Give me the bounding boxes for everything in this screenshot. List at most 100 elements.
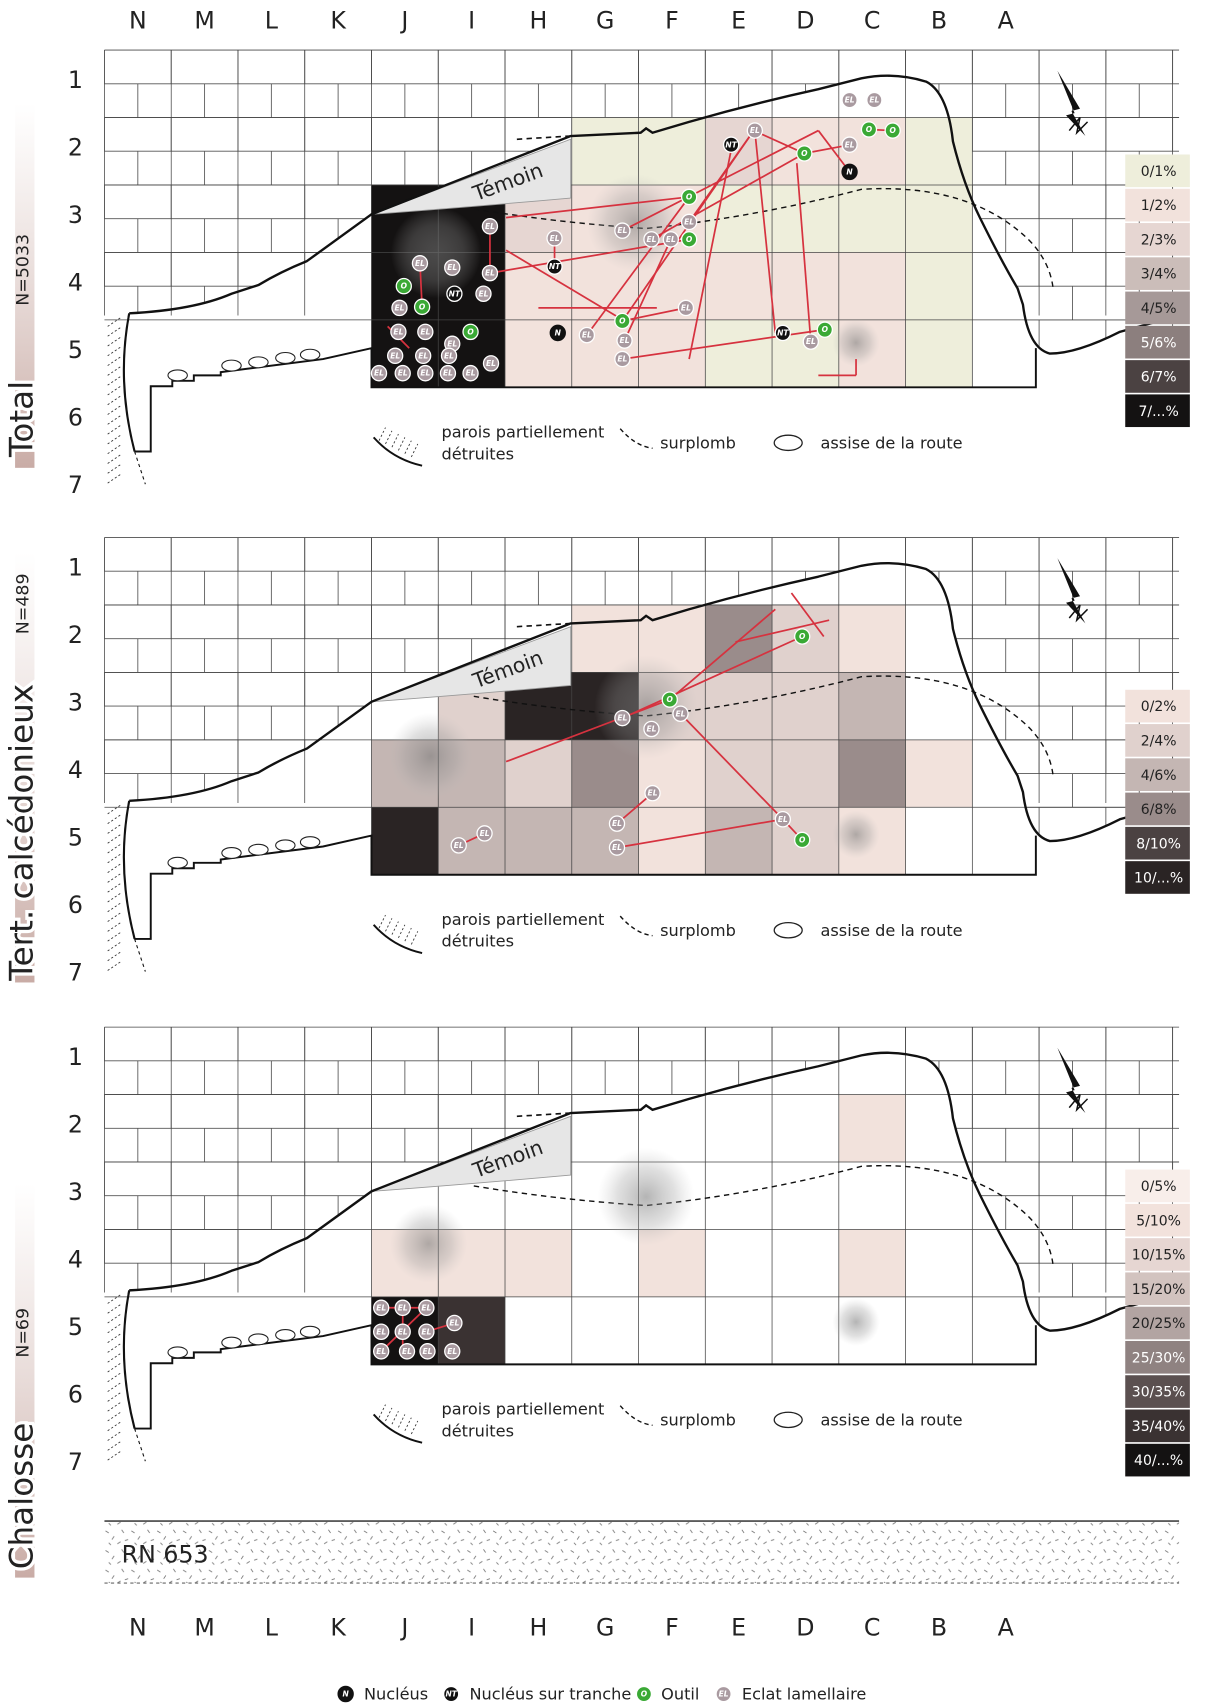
panel-count: N=5033 <box>14 234 34 306</box>
road-stone <box>221 847 242 859</box>
scale-label: 5/10% <box>1136 1213 1181 1229</box>
find-code: EL <box>612 819 622 828</box>
hatch <box>107 834 121 844</box>
find-code: EL <box>750 126 760 135</box>
find-marker <box>414 347 432 365</box>
hatch <box>107 434 121 445</box>
row-label: 2 <box>68 133 83 161</box>
density-cell <box>705 252 773 320</box>
density-cell <box>371 807 439 875</box>
find-marker <box>644 784 661 802</box>
refit-line <box>623 238 672 341</box>
find-marker <box>417 323 434 341</box>
overhang-symbol <box>619 915 653 937</box>
hatch <box>398 924 406 939</box>
refit-line <box>616 818 783 849</box>
hatch <box>107 853 121 864</box>
hatch <box>107 873 121 883</box>
walls-symbol <box>372 1413 423 1444</box>
find-code: NT <box>445 1690 457 1699</box>
road-stone <box>275 351 296 364</box>
panel-title: Total <box>3 381 41 458</box>
hatch <box>107 804 121 815</box>
find-code: O <box>619 316 626 325</box>
find-marker <box>394 1323 411 1340</box>
scale-label: 10/...% <box>1134 871 1183 887</box>
column-label: F <box>665 1613 679 1641</box>
cave-floor <box>134 346 1037 453</box>
legend-label: parois partiellement <box>441 1400 604 1419</box>
find-marker <box>462 323 479 341</box>
find-code: O <box>889 126 896 135</box>
find-code: O <box>641 1690 648 1699</box>
find-code: EL <box>423 1347 433 1356</box>
hatch <box>107 863 121 873</box>
scale-swatch <box>1125 154 1190 188</box>
find-code: N <box>342 1690 349 1699</box>
column-label: M <box>194 6 214 34</box>
find-marker <box>390 323 407 341</box>
refit-line <box>688 144 734 360</box>
find-code: O <box>667 695 674 704</box>
find-marker <box>860 121 878 138</box>
road-stone <box>248 843 269 856</box>
find-marker <box>444 259 461 276</box>
legend-label: parois partiellement <box>441 910 604 929</box>
column-label: N <box>129 1613 147 1641</box>
overhang-line <box>473 675 1054 776</box>
hatch <box>107 327 121 337</box>
find-marker <box>884 122 901 139</box>
legend-label: détruites <box>441 444 513 463</box>
find-marker <box>411 255 429 272</box>
find-marker <box>418 1323 435 1340</box>
legend-label: Nucléus <box>364 1685 428 1704</box>
find-code: EL <box>443 369 453 378</box>
scale-swatch <box>1125 758 1190 791</box>
find-marker <box>746 122 764 139</box>
refit-line <box>790 592 825 638</box>
panel-title: Tert. calcédonieux <box>3 684 41 982</box>
walls-symbol <box>372 436 423 467</box>
find-marker <box>372 1299 390 1317</box>
scale-swatch <box>1125 325 1190 359</box>
cliff-destroyed <box>134 1428 146 1462</box>
hatch <box>107 405 121 415</box>
row-label: 7 <box>68 958 83 986</box>
hatch <box>410 443 419 458</box>
find-marker <box>481 264 499 282</box>
scale-label: 15/20% <box>1132 1282 1186 1298</box>
hatch <box>107 902 121 913</box>
refit-line <box>622 635 803 719</box>
hearth-zone <box>586 174 684 273</box>
find-code: EL <box>376 1327 386 1336</box>
hatch <box>107 1333 121 1343</box>
density-cell <box>905 252 973 320</box>
row-label: 1 <box>68 66 83 94</box>
density-cell <box>905 739 973 808</box>
hatch <box>107 1313 121 1324</box>
scale-swatch <box>1125 1340 1190 1374</box>
north-symbol <box>1068 604 1089 623</box>
find-code: EL <box>376 1303 386 1312</box>
hatch <box>378 1404 386 1418</box>
north-symbol <box>1068 117 1089 136</box>
hatch <box>107 1372 121 1383</box>
legend-label: détruites <box>441 932 513 951</box>
hatch <box>391 433 399 448</box>
hatch <box>378 427 386 441</box>
legend-label: surplomb <box>660 1410 736 1429</box>
north-symbol <box>1068 1094 1089 1113</box>
find-marker <box>475 285 492 303</box>
hatch <box>107 1323 121 1334</box>
legend-label: détruites <box>441 1421 513 1440</box>
refit-line <box>651 152 805 241</box>
scale-label: 25/30% <box>1132 1350 1186 1366</box>
column-label: M <box>194 1613 214 1641</box>
hatch <box>107 1421 121 1432</box>
scale-swatch <box>1125 360 1190 393</box>
find-marker <box>614 312 631 330</box>
column-label: C <box>864 1613 881 1641</box>
side-bar <box>15 103 35 468</box>
hatch <box>107 892 121 903</box>
